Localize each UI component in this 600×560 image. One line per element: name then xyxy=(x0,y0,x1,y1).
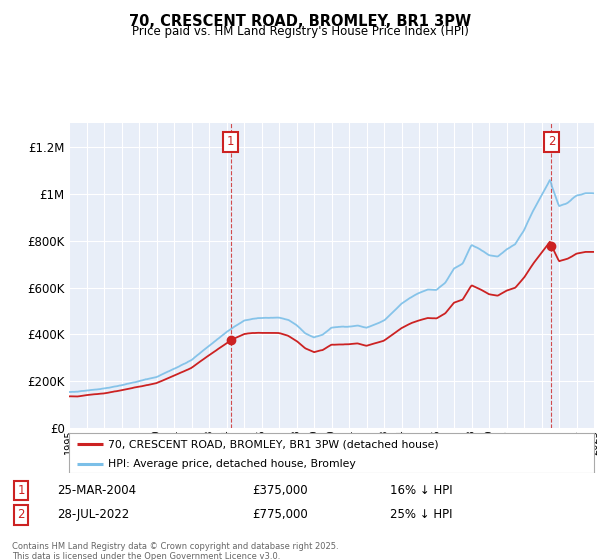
Text: 2: 2 xyxy=(17,508,25,521)
Text: Contains HM Land Registry data © Crown copyright and database right 2025.
This d: Contains HM Land Registry data © Crown c… xyxy=(12,542,338,560)
Text: 70, CRESCENT ROAD, BROMLEY, BR1 3PW: 70, CRESCENT ROAD, BROMLEY, BR1 3PW xyxy=(129,14,471,29)
Text: 28-JUL-2022: 28-JUL-2022 xyxy=(57,508,129,521)
Text: 25% ↓ HPI: 25% ↓ HPI xyxy=(390,508,452,521)
Text: 25-MAR-2004: 25-MAR-2004 xyxy=(57,484,136,497)
Text: 16% ↓ HPI: 16% ↓ HPI xyxy=(390,484,452,497)
Text: £775,000: £775,000 xyxy=(252,508,308,521)
Text: 70, CRESCENT ROAD, BROMLEY, BR1 3PW (detached house): 70, CRESCENT ROAD, BROMLEY, BR1 3PW (det… xyxy=(109,439,439,449)
Text: HPI: Average price, detached house, Bromley: HPI: Average price, detached house, Brom… xyxy=(109,459,356,469)
Text: £375,000: £375,000 xyxy=(252,484,308,497)
Text: 1: 1 xyxy=(17,484,25,497)
Text: 2: 2 xyxy=(548,136,555,148)
Text: Price paid vs. HM Land Registry's House Price Index (HPI): Price paid vs. HM Land Registry's House … xyxy=(131,25,469,38)
Text: 1: 1 xyxy=(227,136,234,148)
